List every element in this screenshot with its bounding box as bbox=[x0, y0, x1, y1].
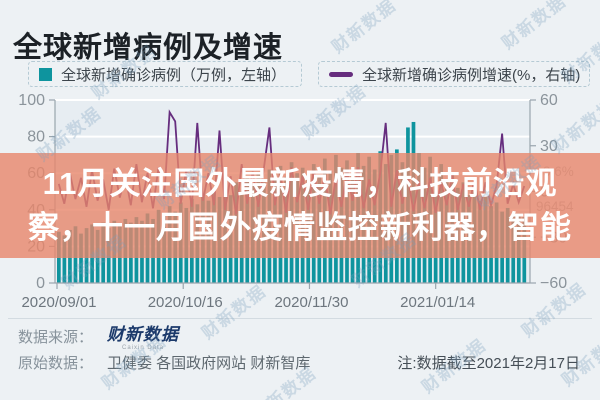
legend-label-growth-rate: 全球新增确诊病例增速(%，右轴) bbox=[362, 66, 581, 84]
right-axis-label: 60 bbox=[540, 92, 558, 109]
legend-label-new-cases: 全球新增确诊病例（万例，左轴） bbox=[61, 66, 287, 84]
headline-overlay-band: 11月关注国外最新疫情，科技前沿观 察，十一月国外疫情监控新利器，智能 bbox=[0, 153, 600, 258]
data-cutoff-note: 注:数据截至2021年2月17日 bbox=[397, 355, 580, 372]
caixin-data-logo[interactable]: 财新数据 Caixin Data bbox=[107, 325, 180, 351]
left-axis-label: 80 bbox=[27, 129, 45, 146]
data-source-label: 数据来源： bbox=[18, 329, 94, 346]
raw-data-label: 原始数据： bbox=[18, 355, 94, 372]
x-axis-date-label: 2020/11/30 bbox=[274, 294, 348, 311]
left-axis-label: 100 bbox=[18, 92, 45, 109]
x-axis-date-label: 2020/09/01 bbox=[21, 294, 96, 311]
headline-line-1: 11月关注国外最新疫情，科技前沿观 bbox=[42, 165, 558, 201]
x-axis-date-label: 2020/10/16 bbox=[148, 294, 223, 311]
x-axis-date-label: 2021/01/14 bbox=[400, 294, 475, 311]
footer-divider bbox=[8, 318, 592, 319]
legend-item-growth-rate[interactable]: 全球新增确诊病例增速(%，右轴) bbox=[318, 61, 590, 87]
data-source-row: 数据来源： 财新数据 Caixin Data bbox=[18, 326, 179, 351]
raw-data-value: 卫健委 各国政府网站 财新智库 bbox=[107, 355, 311, 372]
case-bar bbox=[79, 233, 83, 283]
legend-item-new-cases[interactable]: 全球新增确诊病例（万例，左轴） bbox=[28, 61, 302, 87]
case-bar bbox=[62, 235, 67, 283]
right-axis-label: −60 bbox=[540, 275, 567, 292]
line-series-swatch-icon bbox=[329, 71, 353, 77]
bar-series-swatch-icon bbox=[39, 67, 52, 81]
raw-data-row: 原始数据： 卫健委 各国政府网站 财新智库 bbox=[18, 352, 310, 373]
right-axis-label: 30 bbox=[540, 138, 558, 155]
page-title: 全球新增病例及增速 bbox=[13, 32, 284, 64]
left-axis-label: 0 bbox=[36, 275, 45, 292]
headline-line-2: 察，十一月国外疫情监控新利器，智能 bbox=[28, 209, 572, 245]
